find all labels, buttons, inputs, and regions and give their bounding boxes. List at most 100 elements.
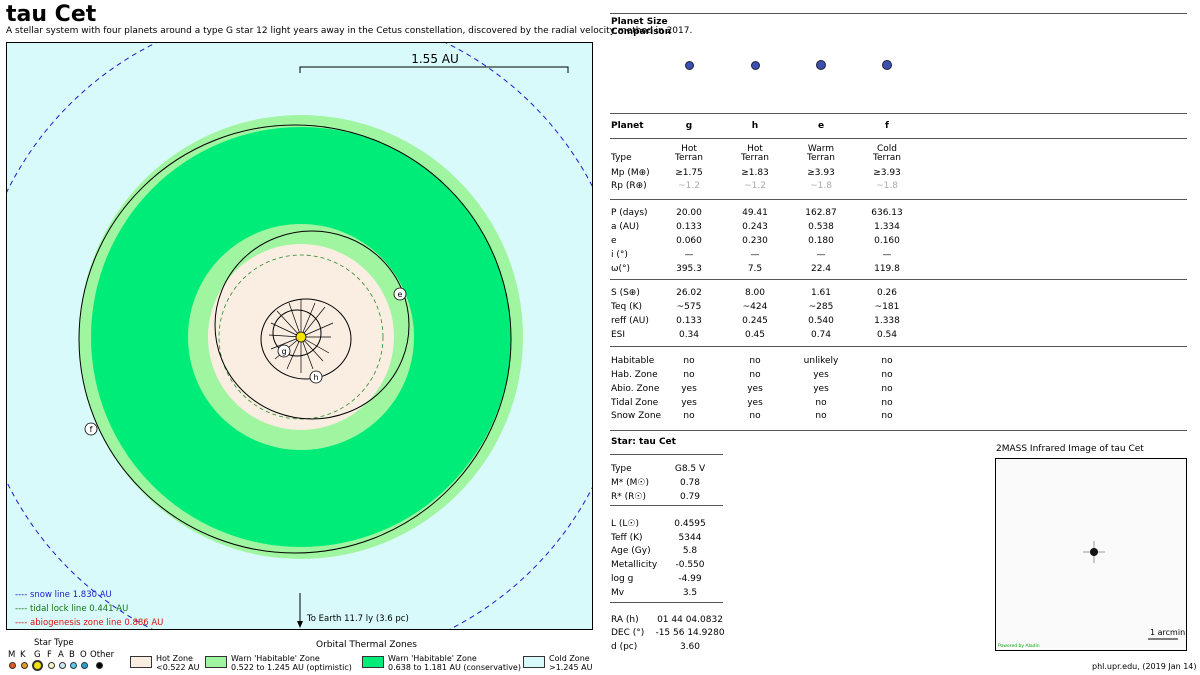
planet-row-label: S (S⊕) <box>611 288 640 298</box>
planet-cell-g: 0.34 <box>678 330 700 340</box>
planet-cell-e: 162.87 <box>805 208 837 218</box>
star-type-label: B <box>69 650 75 660</box>
planet-row-label: Mp (M⊕) <box>611 168 650 178</box>
planet-cell-g: yes <box>681 398 697 408</box>
orbit-ticks <box>268 299 334 373</box>
planet-cell-h: yes <box>747 398 763 408</box>
planet-cell-f: no <box>881 370 893 380</box>
planet-cell-h: — <box>750 250 760 260</box>
planet-cell-h: no <box>749 356 761 366</box>
planet-cell-g: 26.02 <box>676 288 702 298</box>
planet-cell-e: unlikely <box>803 356 839 366</box>
planet-row-label: Snow Zone <box>611 411 662 421</box>
conservative-zone-swatch <box>362 656 384 668</box>
planet-type-f: Cold Terran <box>873 144 901 163</box>
planet-cell-h: ≥1.83 <box>741 168 769 178</box>
divider <box>610 138 1187 139</box>
planet-header-h: h <box>751 121 759 131</box>
planet-row-label: Habitable <box>611 356 655 366</box>
planet-f-icon <box>84 422 98 436</box>
planet-cell-e: — <box>816 250 826 260</box>
planet-cell-f: 1.334 <box>874 222 900 232</box>
star-row-value: 3.5 <box>682 588 698 598</box>
planet-cell-g: — <box>684 250 694 260</box>
planet-f-label: f <box>90 425 93 434</box>
planet-cell-h: 7.5 <box>747 264 763 274</box>
hot-zone-legend: Hot Zone <0.522 AU <box>156 654 200 672</box>
planet-row-label: Tidal Zone <box>611 398 659 408</box>
planet-cell-e: ~285 <box>808 302 834 312</box>
star-table-title: Star: tau Cet <box>611 437 676 447</box>
planet-cell-f: 0.26 <box>876 288 898 298</box>
planet-cell-e: 0.180 <box>808 236 834 246</box>
star-type-b-icon <box>70 662 77 669</box>
orbit-g <box>272 309 322 357</box>
planet-cell-h: 0.245 <box>742 316 768 326</box>
planet-cell-g: no <box>683 370 695 380</box>
planet-cell-e: no <box>815 398 827 408</box>
hot-zone-swatch <box>130 656 152 668</box>
planet-e-size-icon <box>816 60 826 70</box>
orbit-e <box>214 230 410 420</box>
tidal-lock-legend: ---- tidal lock line 0.441 AU <box>15 604 129 614</box>
planet-row-label: ω(°) <box>611 264 631 274</box>
planet-cell-h: 49.41 <box>742 208 768 218</box>
star-row-value: 5344 <box>678 533 702 543</box>
star-row-value: 01 44 04.0832 <box>657 615 723 625</box>
star-type-m-icon <box>9 662 16 669</box>
planet-cell-e: yes <box>813 370 829 380</box>
planet-cell-f: 1.338 <box>874 316 900 326</box>
page-subtitle: A stellar system with four planets aroun… <box>6 26 693 36</box>
planet-row-label: Rp (R⊕) <box>611 181 647 191</box>
star-row-label: L (L☉) <box>611 519 639 529</box>
planet-row-label: Hab. Zone <box>611 370 658 380</box>
star-type-title: Star Type <box>34 638 74 648</box>
star-type-other-icon <box>96 662 103 669</box>
planet-cell-g: 0.133 <box>676 316 702 326</box>
planet-cell-f: ~1.8 <box>876 181 898 191</box>
planet-cell-f: no <box>881 356 893 366</box>
star-row-value: 0.78 <box>679 478 701 488</box>
planet-cell-g: no <box>683 411 695 421</box>
star-type-label: A <box>58 650 64 660</box>
abiogenesis-legend: ---- abiogenesis zone line 0.886 AU <box>15 618 164 628</box>
star-row-label: Type <box>611 464 632 474</box>
divider <box>610 602 723 603</box>
star-type-label: Other <box>90 650 115 660</box>
infrared-image: 1 arcmin Powered by Aladin <box>995 458 1187 651</box>
divider <box>610 346 1187 347</box>
planet-cell-h: 0.230 <box>742 236 768 246</box>
planet-row-label: reff (AU) <box>611 316 649 326</box>
planet-cell-f: ~181 <box>874 302 900 312</box>
cold-zone-legend: Cold Zone >1.245 AU <box>549 654 593 672</box>
planet-h-size-icon <box>751 61 760 70</box>
divider <box>610 279 1187 280</box>
star-row-label: Teff (K) <box>611 533 643 543</box>
footer-credit: phl.upr.edu, (2019 Jan 14) <box>1092 662 1197 671</box>
star-row-label: Age (Gy) <box>611 546 651 556</box>
divider <box>610 454 723 455</box>
planet-cell-g: 0.060 <box>676 236 702 246</box>
star-type-g-icon <box>32 660 43 671</box>
page-title: tau Cet <box>6 2 97 27</box>
planet-header-e: e <box>817 121 825 131</box>
planet-cell-f: 0.160 <box>874 236 900 246</box>
planet-cell-f: no <box>881 398 893 408</box>
star-row-value: 3.60 <box>679 642 701 652</box>
planet-row-label: ESI <box>611 330 626 340</box>
optimistic-zone-swatch <box>205 656 227 668</box>
star-row-label: DEC (°) <box>611 628 645 638</box>
planet-cell-f: ≥3.93 <box>873 168 901 178</box>
planet-cell-f: 119.8 <box>874 264 900 274</box>
planet-header-label: Planet <box>611 121 644 131</box>
planet-cell-g: ≥1.75 <box>675 168 703 178</box>
star-row-label: Metallicity <box>611 560 658 570</box>
divider <box>610 199 1187 200</box>
planet-header-f: f <box>885 121 889 131</box>
planet-row-label: e <box>611 236 617 246</box>
size-comparison-title: Planet Size Comparison <box>611 17 672 37</box>
planet-cell-e: 0.538 <box>808 222 834 232</box>
planet-cell-e: 0.540 <box>808 316 834 326</box>
divider <box>610 430 1187 431</box>
star-row-value: 0.79 <box>679 492 701 502</box>
